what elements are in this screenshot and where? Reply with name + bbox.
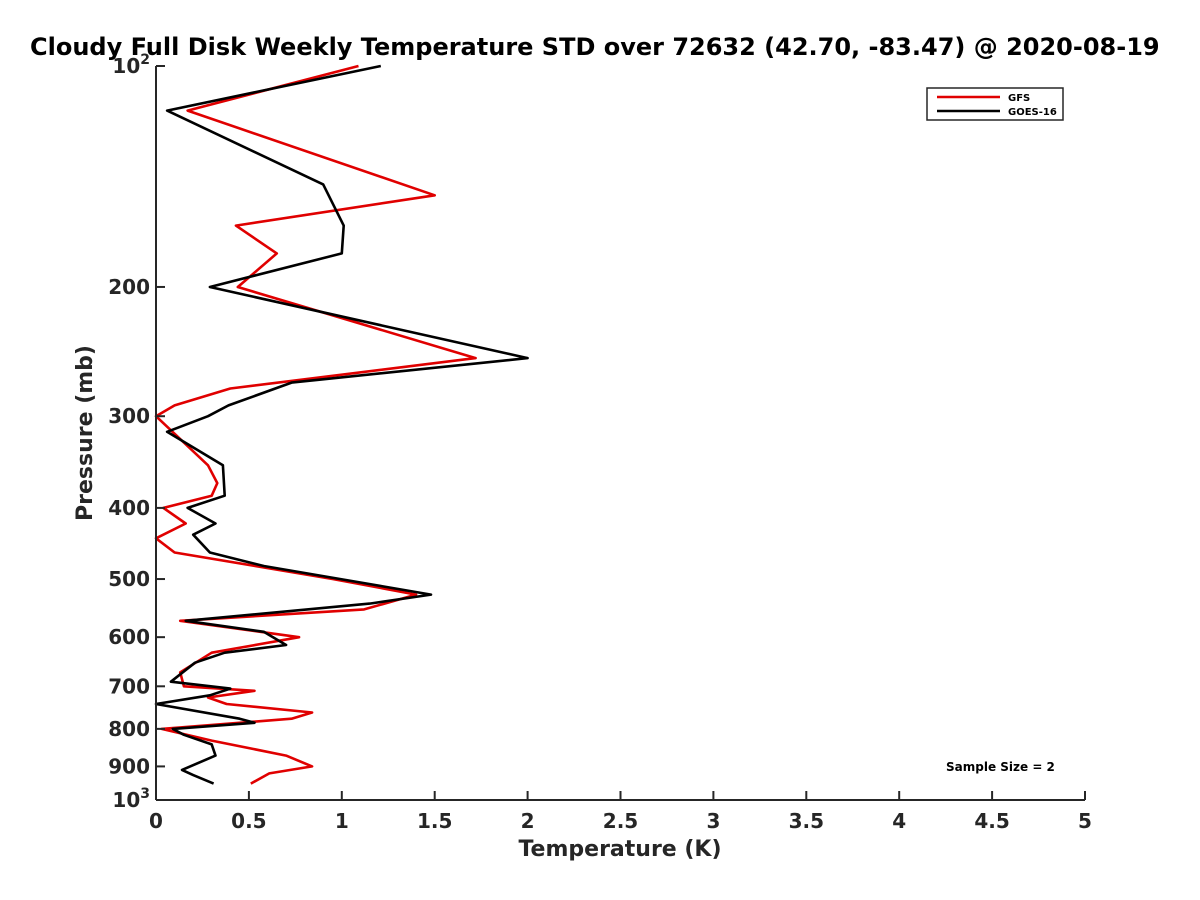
legend: GFS GOES-16 bbox=[926, 87, 1064, 121]
y-tick-label: 102 bbox=[112, 52, 150, 78]
x-axis-label: Temperature (K) bbox=[518, 837, 721, 862]
y-tick-label: 800 bbox=[108, 717, 150, 741]
x-tick-label: 0.5 bbox=[231, 809, 266, 833]
y-tick-label: 500 bbox=[108, 567, 150, 591]
x-tick-label: 3.5 bbox=[789, 809, 824, 833]
y-tick-label: 400 bbox=[108, 496, 150, 520]
y-tick-label: 300 bbox=[108, 404, 150, 428]
legend-box bbox=[926, 87, 1064, 121]
chart-title: Cloudy Full Disk Weekly Temperature STD … bbox=[30, 33, 1160, 61]
y-tick-label: 900 bbox=[108, 754, 150, 778]
x-tick-label: 4 bbox=[892, 809, 906, 833]
series-line-goes-16 bbox=[154, 64, 529, 785]
series-layer bbox=[154, 64, 529, 785]
x-axis-ticks: 0 0.5 1 1.5 2 2.5 3 3.5 4 4.5 5 bbox=[149, 791, 1092, 833]
x-tick-label: 2 bbox=[521, 809, 535, 833]
y-tick-label: 103 bbox=[112, 786, 150, 812]
y-axis-ticks: 102 200 300 400 500 600 700 800 900 103 bbox=[108, 52, 165, 812]
x-tick-label: 1 bbox=[335, 809, 349, 833]
x-tick-label: 4.5 bbox=[974, 809, 1009, 833]
x-tick-label: 5 bbox=[1078, 809, 1092, 833]
y-axis-label: Pressure (mb) bbox=[73, 345, 98, 521]
legend-label-goes-16: GOES-16 bbox=[1008, 107, 1057, 118]
x-tick-label: 2.5 bbox=[603, 809, 638, 833]
x-tick-label: 0 bbox=[149, 809, 163, 833]
legend-label-gfs: GFS bbox=[1008, 93, 1030, 104]
y-tick-label: 200 bbox=[108, 275, 150, 299]
series-line-gfs bbox=[154, 64, 477, 785]
sample-size-annotation: Sample Size = 2 bbox=[946, 760, 1055, 774]
x-tick-label: 3 bbox=[706, 809, 720, 833]
y-tick-label: 700 bbox=[108, 674, 150, 698]
x-tick-label: 1.5 bbox=[417, 809, 452, 833]
y-tick-label: 600 bbox=[108, 625, 150, 649]
